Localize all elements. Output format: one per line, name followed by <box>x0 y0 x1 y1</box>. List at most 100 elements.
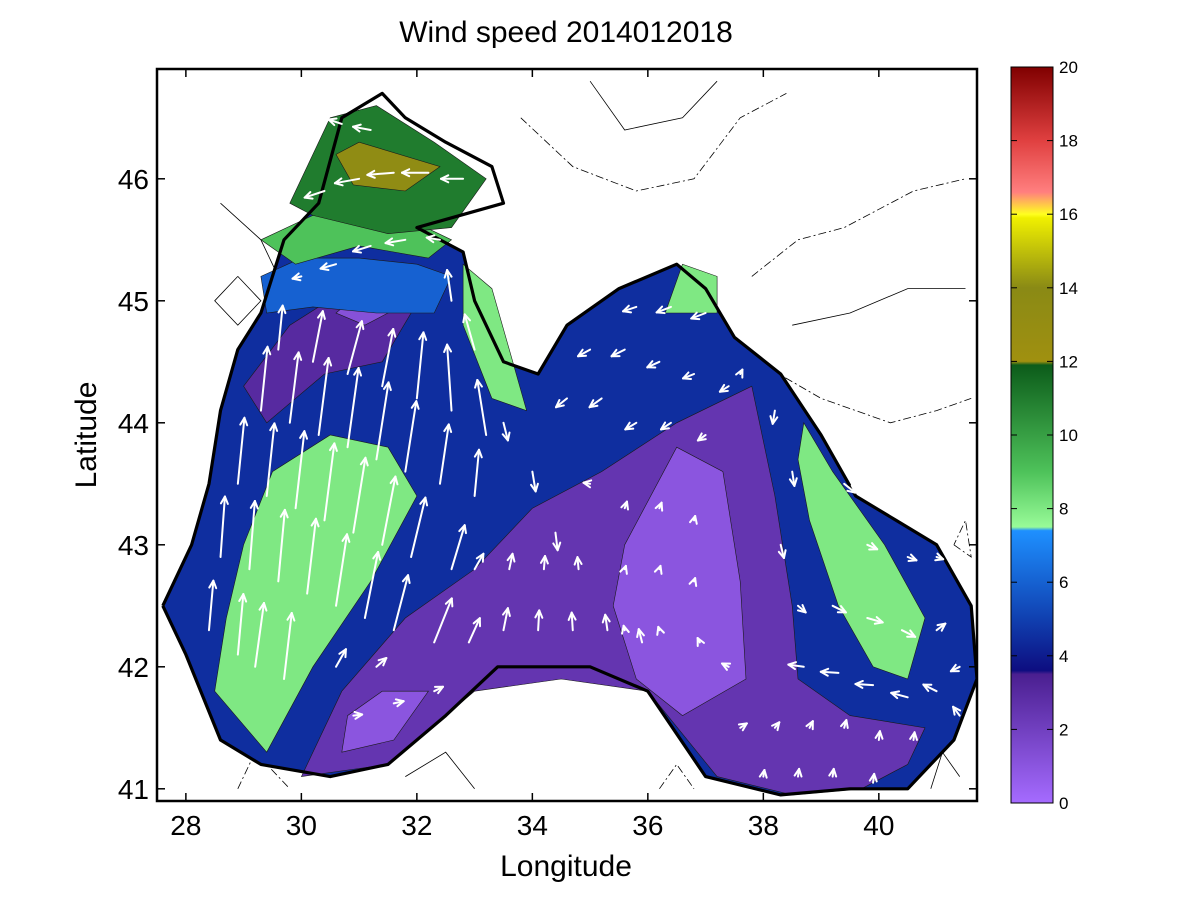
wind-vector <box>819 667 840 677</box>
x-tick-label: 40 <box>863 810 894 841</box>
region-green-crimea <box>462 263 528 412</box>
wind-vector <box>450 524 467 571</box>
wind-vector <box>840 719 849 729</box>
wind-vector <box>335 648 347 668</box>
wind-vector <box>346 320 365 375</box>
wind-vector <box>636 628 645 644</box>
colorbar-tick-label: 6 <box>1059 573 1068 592</box>
wind-vector <box>433 597 454 644</box>
wind-vector <box>843 482 857 494</box>
figure-title: Wind speed 2014012018 <box>399 16 733 49</box>
wind-vector <box>620 500 629 511</box>
wind-vector <box>381 475 399 546</box>
wind-vector <box>758 769 768 779</box>
x-axis-label: Longitude <box>500 850 632 883</box>
wind-vector <box>900 629 917 638</box>
wind-vector <box>656 625 665 636</box>
x-tick-label: 38 <box>748 810 779 841</box>
x-tick-label: 36 <box>632 810 663 841</box>
wind-vector <box>291 272 303 282</box>
x-tick-label: 32 <box>401 810 432 841</box>
wind-vector <box>277 304 287 351</box>
wind-vector <box>690 311 707 321</box>
wind-vector <box>474 379 488 436</box>
wind-vector <box>866 616 884 625</box>
wind-vector <box>653 564 663 575</box>
wind-vector <box>219 495 229 558</box>
wind-vector <box>311 310 326 363</box>
wind-vector <box>820 421 831 435</box>
wind-vector <box>433 685 444 695</box>
y-axis-label: Latitude <box>70 382 103 489</box>
wind-vector <box>443 343 453 412</box>
wind-vector <box>415 331 428 400</box>
wind-speed-fills <box>162 105 977 796</box>
wind-vector <box>352 456 369 534</box>
wind-vector <box>682 371 696 380</box>
y-tick-label: 45 <box>118 286 149 317</box>
region-green-west <box>214 434 418 753</box>
colorbar-tick-label: 0 <box>1059 794 1068 813</box>
colorbar-ticks: 0 2 4 6 8 10 12 14 16 18 20 <box>1011 58 1078 813</box>
wind-vector <box>303 190 326 200</box>
latitude-axis: 41 42 43 44 45 46 <box>118 164 977 805</box>
wind-vector <box>392 698 405 708</box>
land-contour <box>405 751 475 790</box>
land-contour <box>757 361 972 424</box>
colorbar-tick-label: 8 <box>1059 500 1068 519</box>
wind-vector <box>696 432 707 442</box>
wind-vector <box>236 593 248 656</box>
wind-vector <box>552 531 562 552</box>
wind-vector <box>501 421 511 442</box>
wind-vector <box>283 612 296 680</box>
wind-vector <box>384 237 407 247</box>
wind-vector <box>922 683 938 693</box>
wind-vector <box>381 328 397 388</box>
y-tick-label: 43 <box>118 530 149 561</box>
wind-vector <box>573 556 583 571</box>
wind-vector-field <box>207 117 962 784</box>
wind-vector <box>530 470 539 493</box>
wind-vector <box>788 470 798 487</box>
wind-vector <box>236 416 249 485</box>
wind-vector <box>854 679 875 689</box>
x-tick-label: 30 <box>286 810 317 841</box>
region-nw-shelf-blue <box>260 257 452 314</box>
wind-vector <box>265 422 279 497</box>
wind-vector <box>654 501 664 512</box>
wind-vector <box>718 383 730 393</box>
region-green-kerch <box>664 263 718 314</box>
x-tick-label: 28 <box>170 810 201 841</box>
wind-vector <box>646 360 661 369</box>
wind-vector <box>375 657 388 668</box>
wind-vector <box>366 169 395 179</box>
wind-vector <box>254 602 268 668</box>
wind-vector <box>335 533 351 607</box>
wind-vector <box>539 555 549 571</box>
wind-vector <box>610 348 626 358</box>
wind-vector <box>248 500 259 571</box>
land-contour <box>659 763 695 790</box>
wind-vector <box>576 348 592 358</box>
wind-vector <box>793 767 803 778</box>
wind-vector <box>404 400 420 473</box>
wind-vector <box>467 617 482 644</box>
wind-vector <box>259 345 272 412</box>
wind-vector <box>294 430 309 510</box>
wind-vector <box>323 442 338 522</box>
wind-vector <box>952 705 962 717</box>
land-contour <box>953 519 972 558</box>
coastline <box>161 91 977 797</box>
wind-vector <box>333 177 361 187</box>
x-tick-label: 34 <box>517 810 548 841</box>
wind-vector <box>909 731 919 741</box>
land-contour <box>520 93 787 192</box>
wind-vector <box>696 637 705 647</box>
wind-vector <box>410 496 429 558</box>
colorbar-tick-label: 14 <box>1059 279 1078 298</box>
region-green-east <box>797 421 926 680</box>
wind-vector <box>440 174 465 184</box>
region-mid-purple <box>300 385 926 796</box>
region-light-purple-sw <box>341 690 429 753</box>
